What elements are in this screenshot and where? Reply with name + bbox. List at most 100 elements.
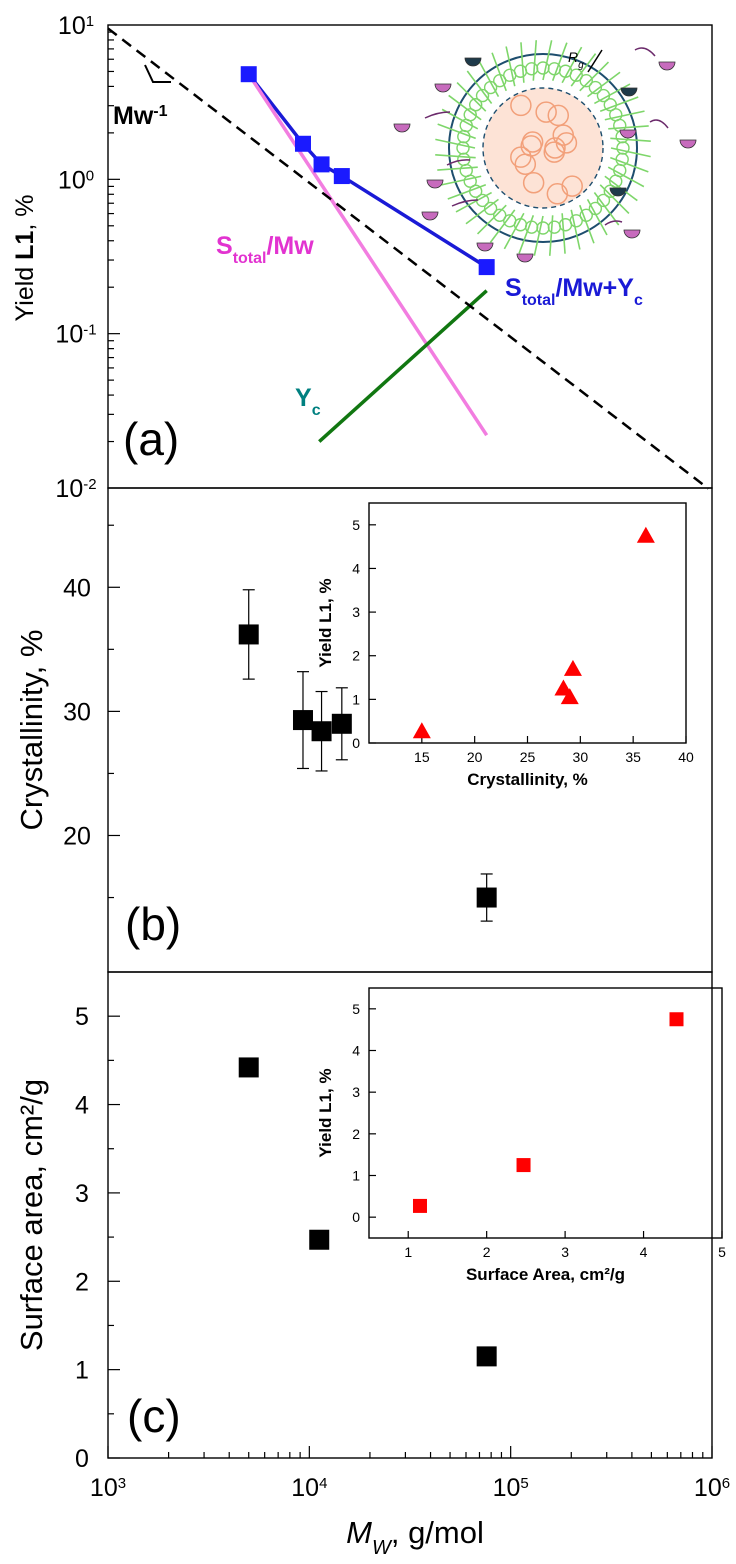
data-marker	[294, 135, 311, 152]
polymer-coil	[468, 98, 483, 112]
polymer-coil	[463, 108, 477, 122]
exchange-arrow	[424, 111, 451, 119]
polymer-coil	[456, 141, 470, 155]
inset-y-axis-label: Yield L1, %	[316, 1068, 335, 1157]
molecule-icon	[421, 211, 439, 221]
y-tick-label: 30	[63, 698, 91, 726]
polymer-coil	[513, 64, 528, 78]
inset-data-point	[516, 1158, 531, 1173]
cluster-core	[482, 87, 604, 209]
y-tick-label: 5	[75, 1003, 89, 1031]
inset-y-tick-label: 4	[352, 1043, 360, 1059]
molecule-icon	[476, 242, 494, 252]
polymer-coil	[457, 129, 471, 144]
molecule-icon	[620, 87, 638, 97]
inset-x-axis-label: Crystallinity, %	[467, 770, 588, 789]
polymer-coil	[609, 174, 623, 188]
yc-label: Yc	[295, 384, 321, 419]
data-point	[476, 887, 497, 908]
core-coil	[510, 94, 532, 117]
inset-data-point	[412, 1198, 427, 1213]
y-tick-label: 1	[75, 1357, 89, 1385]
exchange-arrow	[446, 159, 471, 166]
inset-y-tick-label: 1	[352, 691, 360, 707]
inset-y-tick-label: 2	[352, 1126, 360, 1142]
molecule-icon	[609, 187, 627, 197]
molecule-icon	[658, 61, 676, 71]
inset-x-tick-label: 25	[520, 749, 536, 765]
polymer-coil	[524, 62, 539, 76]
polymer-coil	[547, 220, 562, 234]
inset-y-tick-label: 2	[352, 648, 360, 664]
data-point	[292, 710, 313, 731]
data-point	[238, 624, 259, 645]
x-tick-label: 104	[291, 1474, 327, 1502]
molecule-icon	[619, 129, 637, 139]
series-line	[247, 73, 489, 437]
core-coil	[547, 104, 570, 127]
polymer-coil	[524, 220, 539, 234]
panel-b-frame	[107, 487, 713, 973]
y-tick-label: 40	[63, 574, 91, 602]
polymer-coil	[536, 61, 550, 75]
polymer-coil	[579, 208, 593, 223]
y-tick-label: 3	[75, 1180, 89, 1208]
data-marker	[240, 66, 257, 83]
x-tick-label: 105	[493, 1474, 529, 1502]
y-tick-label: 10-1	[55, 321, 96, 349]
inset-c: 1 2 3 4 5 0 1 2 3 4 5 Surface Area, cm²/g Yield L1, …	[316, 987, 726, 1284]
x-tick-label: 103	[90, 1474, 126, 1502]
polymer-coil	[596, 88, 611, 103]
panel-c-label: (c)	[127, 1390, 181, 1442]
polymer-coil	[503, 214, 517, 228]
stotal-mw-label: Stotal/Mw	[216, 232, 314, 267]
y-tick-label: 2	[75, 1268, 89, 1296]
core-coil	[522, 172, 545, 194]
molecule-icon	[426, 179, 444, 189]
molecule-icon	[516, 253, 534, 263]
core-coil	[521, 131, 544, 153]
panel-c-frame	[107, 971, 713, 1459]
polymer-coil	[558, 218, 573, 232]
series-line	[107, 27, 710, 490]
rg-label: Rg	[568, 49, 584, 71]
y-tick-label: 10-2	[55, 475, 96, 503]
inset-x-tick-label: 5	[718, 1244, 726, 1260]
inset-data-point	[560, 688, 579, 705]
exchange-arrow	[451, 199, 479, 207]
inset-data-point	[563, 659, 582, 676]
inset-data-point	[636, 526, 655, 543]
y-tick-label: 100	[58, 166, 94, 194]
data-marker	[313, 156, 330, 173]
data-marker	[478, 259, 495, 276]
y-tick-label: 4	[75, 1092, 89, 1120]
inset-y-tick-label: 4	[352, 560, 360, 576]
polymer-coil	[483, 80, 498, 95]
exchange-arrow	[634, 47, 656, 57]
polymer-coil	[588, 201, 603, 216]
molecule-icon	[434, 83, 452, 93]
inset-x-tick-label: 30	[573, 749, 589, 765]
polymer-coil	[459, 163, 473, 178]
y-tick-label: 0	[75, 1445, 89, 1473]
core-coil	[555, 132, 578, 154]
data-point	[309, 1229, 330, 1250]
inset-y-tick-label: 0	[352, 1209, 360, 1225]
series-line	[318, 289, 488, 443]
molecule-icon	[393, 123, 411, 133]
data-point	[331, 713, 352, 734]
inset-x-tick-label: 20	[467, 749, 483, 765]
polymer-coil	[536, 221, 550, 235]
inset-x-tick-label: 2	[483, 1244, 491, 1260]
polymer-coil	[596, 193, 611, 208]
exchange-arrow	[649, 119, 669, 129]
data-point	[476, 1346, 497, 1367]
inset-x-tick-label: 4	[640, 1244, 648, 1260]
x-tick-label: 106	[694, 1474, 730, 1502]
inset-x-axis-label: Surface Area, cm²/g	[466, 1265, 625, 1284]
core-coil	[546, 183, 569, 205]
inset-y-tick-label: 5	[352, 1001, 360, 1017]
panel-a-label: (a)	[123, 413, 179, 465]
